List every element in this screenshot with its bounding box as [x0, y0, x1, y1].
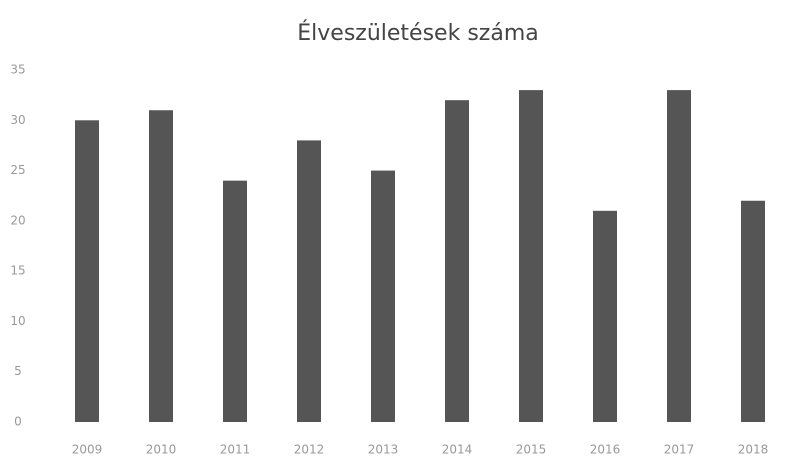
x-tick-label: 2015	[516, 443, 547, 457]
bar	[371, 170, 395, 422]
x-tick-label: 2013	[368, 443, 399, 457]
y-tick-label: 30	[10, 113, 25, 127]
x-tick-label: 2014	[442, 443, 473, 457]
bar	[741, 200, 765, 422]
x-tick-label: 2009	[72, 443, 103, 457]
x-tick-label: 2016	[590, 443, 621, 457]
y-tick-label: 10	[10, 314, 25, 328]
x-tick-label: 2011	[220, 443, 251, 457]
y-tick-label: 35	[10, 63, 25, 77]
bar	[667, 90, 691, 422]
y-tick-label: 5	[14, 364, 22, 378]
bar	[593, 210, 617, 422]
y-tick-label: 20	[10, 213, 25, 227]
bar	[445, 100, 469, 423]
y-tick-label: 25	[10, 163, 25, 177]
y-tick-label: 0	[14, 415, 22, 429]
y-tick-label: 15	[10, 264, 25, 278]
bar	[149, 110, 173, 422]
chart-title: Élveszületések száma	[297, 20, 538, 46]
x-tick-label: 2017	[664, 443, 695, 457]
bar	[223, 180, 247, 422]
bar	[75, 120, 99, 423]
bar	[297, 140, 321, 422]
x-tick-label: 2018	[738, 443, 769, 457]
x-tick-label: 2010	[146, 443, 177, 457]
bar	[519, 90, 543, 422]
x-tick-label: 2012	[294, 443, 325, 457]
